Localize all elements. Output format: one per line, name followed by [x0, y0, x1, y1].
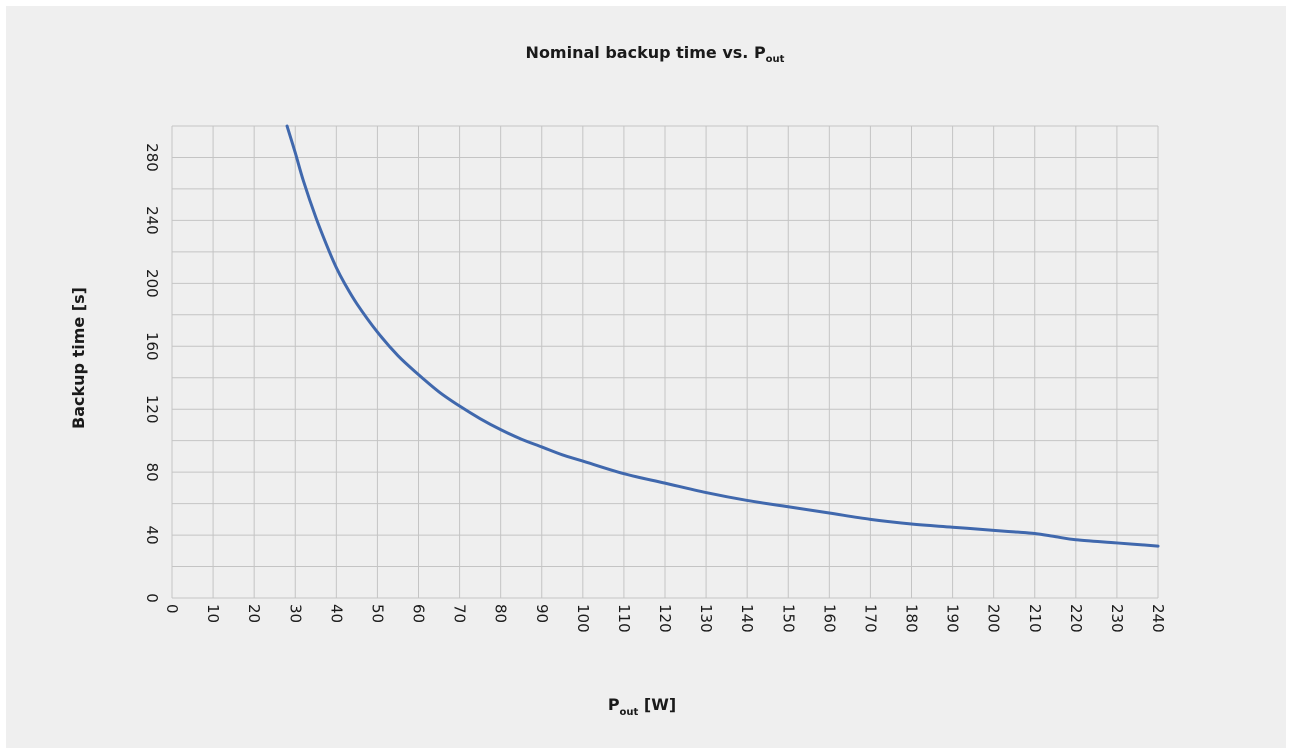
x-tick-label: 80	[492, 604, 510, 623]
x-axis-title-main: P	[608, 695, 620, 714]
x-tick-label: 30	[286, 604, 304, 623]
x-tick-label: 230	[1108, 604, 1126, 633]
y-axis-title: Backup time [s]	[69, 287, 88, 429]
tick-labels: 0 10 20 30 40 50 60 70 80 90 100 110 120 130 140 150 160…	[143, 143, 1167, 632]
x-tick-label: 110	[615, 604, 633, 633]
x-tick-label: 70	[451, 604, 469, 623]
x-axis-title: Pout [W]	[608, 695, 676, 718]
x-tick-label: 180	[903, 604, 921, 633]
backup-time-chart: Nominal backup time vs. Pout Backup time…	[69, 43, 1167, 718]
x-tick-label: 220	[1067, 604, 1085, 633]
x-tick-label: 170	[861, 604, 879, 633]
x-tick-label: 20	[245, 604, 263, 623]
series-line	[285, 124, 1160, 548]
x-tick-label: 100	[574, 604, 592, 633]
chart-title: Nominal backup time vs. Pout	[526, 43, 785, 65]
x-tick-label: 40	[327, 604, 345, 623]
x-tick-label: 130	[697, 604, 715, 633]
y-tick-label: 240	[143, 206, 161, 235]
y-tick-label: 80	[143, 463, 161, 482]
x-tick-label: 50	[368, 604, 386, 623]
x-tick-label: 60	[410, 604, 428, 623]
x-tick-label: 200	[985, 604, 1003, 633]
x-tick-label: 140	[738, 604, 756, 633]
x-axis-title-subscript: out	[620, 707, 639, 718]
grid-lines	[171, 125, 1159, 599]
y-tick-label: 160	[143, 332, 161, 361]
chart-title-main: Nominal backup time vs. P	[526, 43, 766, 62]
x-tick-label: 240	[1149, 604, 1167, 633]
x-tick-label: 150	[779, 604, 797, 633]
x-tick-label: 0	[163, 604, 181, 614]
y-tick-label: 280	[143, 143, 161, 172]
x-tick-label: 120	[656, 604, 674, 633]
x-tick-label: 160	[820, 604, 838, 633]
x-axis-title-suffix: [W]	[638, 695, 676, 714]
y-tick-label: 200	[143, 269, 161, 298]
series-layer	[285, 124, 1160, 548]
x-tick-label: 210	[1026, 604, 1044, 633]
x-tick-label: 10	[204, 604, 222, 623]
y-tick-label: 120	[143, 395, 161, 424]
chart-title-subscript: out	[766, 54, 785, 65]
x-tick-label: 90	[533, 604, 551, 623]
y-tick-label: 40	[143, 526, 161, 545]
chart-panel: Nominal backup time vs. Pout Backup time…	[6, 6, 1286, 748]
x-tick-label: 190	[944, 604, 962, 633]
y-tick-label: 0	[143, 593, 161, 603]
